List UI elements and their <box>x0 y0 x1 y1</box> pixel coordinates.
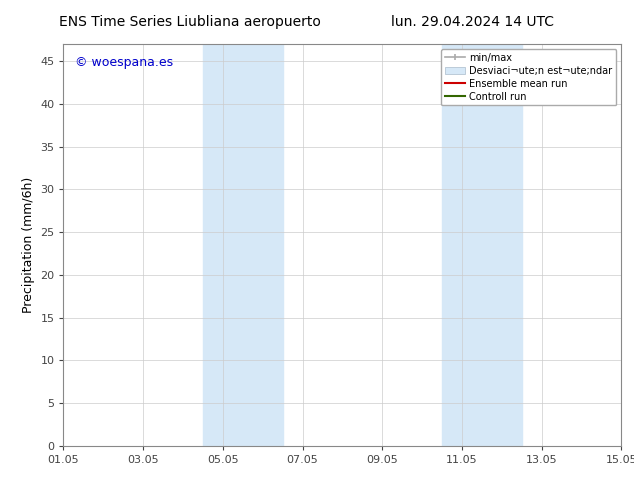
Legend: min/max, Desviaci¬ute;n est¬ute;ndar, Ensemble mean run, Controll run: min/max, Desviaci¬ute;n est¬ute;ndar, En… <box>441 49 616 105</box>
Bar <box>203 44 283 446</box>
Y-axis label: Precipitation (mm/6h): Precipitation (mm/6h) <box>22 177 35 313</box>
Text: ENS Time Series Liubliana aeropuerto: ENS Time Series Liubliana aeropuerto <box>59 15 321 29</box>
Text: © woespana.es: © woespana.es <box>75 56 172 69</box>
Bar <box>442 44 522 446</box>
Text: lun. 29.04.2024 14 UTC: lun. 29.04.2024 14 UTC <box>391 15 554 29</box>
